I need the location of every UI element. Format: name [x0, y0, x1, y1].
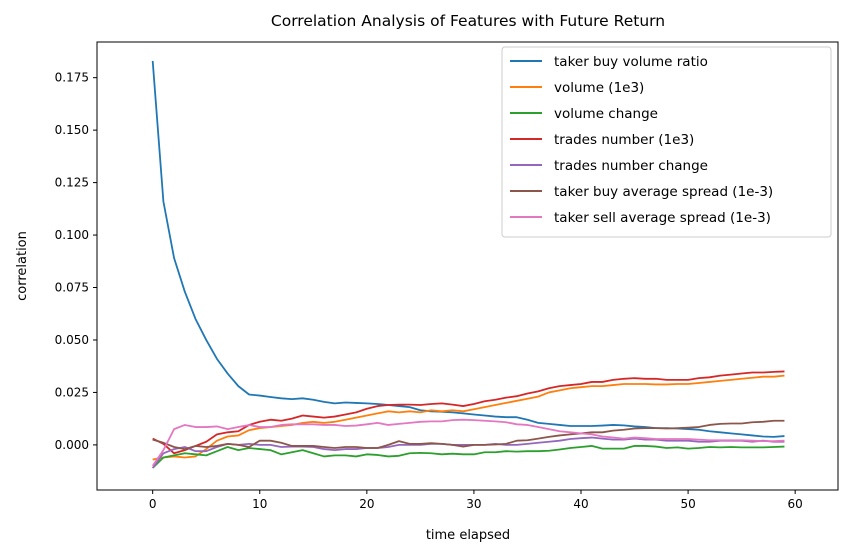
y-axis-label: correlation	[15, 231, 30, 301]
series-line-6	[151, 418, 785, 467]
y-tick-label: 0.150	[55, 123, 89, 137]
series-line-1	[152, 374, 785, 461]
y-tick-label: 0.075	[55, 281, 89, 295]
legend-label-2: volume change	[554, 106, 658, 122]
x-axis-label: time elapsed	[426, 528, 510, 543]
x-tick-label: 10	[252, 497, 267, 511]
legend-box	[501, 46, 832, 238]
y-tick-label: 0.025	[55, 385, 89, 399]
x-tick-label: 50	[680, 497, 695, 511]
x-tick-label: 30	[466, 497, 481, 511]
legend: taker buy volume ratio volume (1e3) volume…	[501, 46, 832, 238]
y-tick-label: 0.125	[55, 176, 89, 190]
plot-frame	[96, 41, 839, 491]
x-tick-label: 0	[149, 497, 157, 511]
legend-label-5: taker buy average spread (1e-3)	[554, 184, 773, 200]
series-line-3	[152, 370, 785, 455]
x-axis: 0 10 20 30 40 50 60	[149, 490, 803, 511]
y-tick-label: 0.000	[55, 438, 89, 452]
legend-label-1: volume (1e3)	[554, 80, 644, 96]
x-tick-label: 60	[788, 497, 803, 511]
series-line-5	[152, 419, 785, 450]
legend-label-6: taker sell average spread (1e-3)	[554, 210, 771, 226]
chart-title: Correlation Analysis of Features with Fu…	[271, 12, 665, 30]
legend-label-3: trades number (1e3)	[554, 132, 694, 148]
y-tick-label: 0.050	[55, 333, 89, 347]
y-tick-label: 0.175	[55, 71, 89, 85]
x-tick-label: 40	[573, 497, 588, 511]
legend-label-0: taker buy volume ratio	[554, 54, 708, 70]
y-tick-label: 0.100	[55, 228, 89, 242]
series-layer	[151, 60, 785, 469]
series-line-2	[152, 445, 785, 469]
y-axis: 0.000 0.025 0.050 0.075 0.100 0.125 0.150 0.175	[55, 71, 97, 452]
x-tick-label: 20	[359, 497, 374, 511]
legend-label-4: trades number change	[554, 158, 708, 174]
